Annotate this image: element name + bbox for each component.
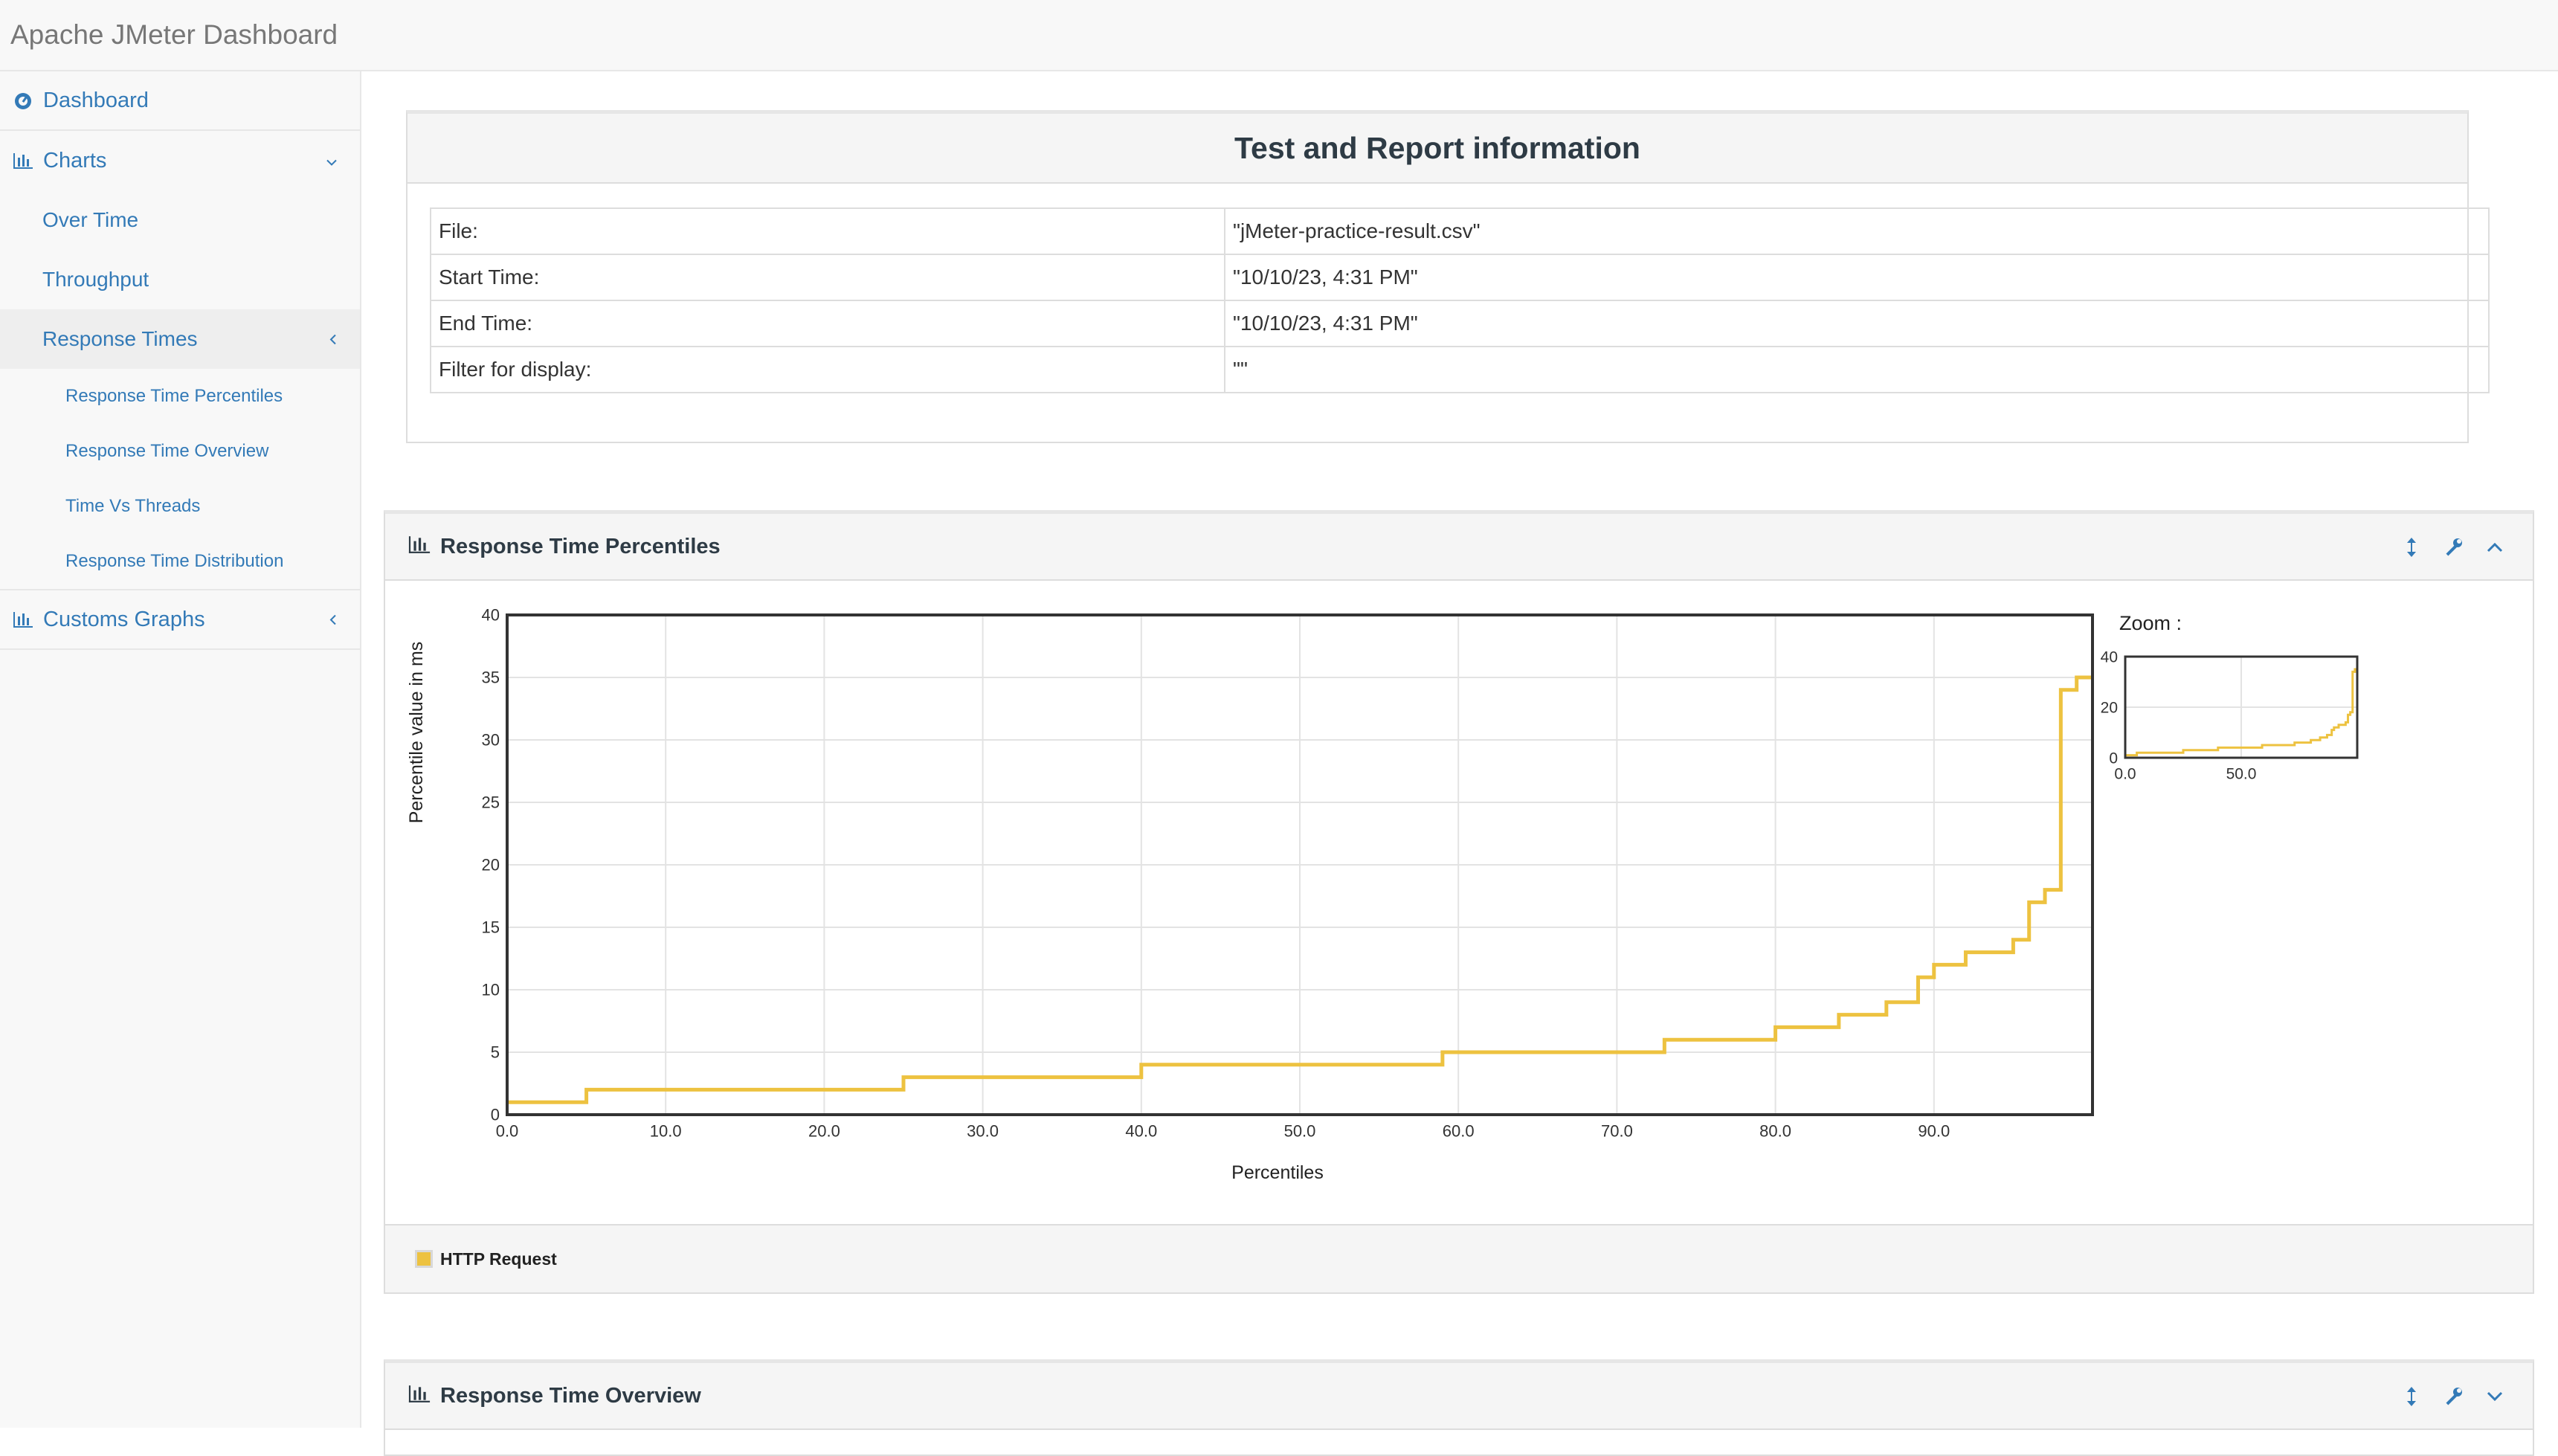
y-tick-label: 40 <box>482 606 500 625</box>
sidebar: Dashboard Charts Over Time Throughput Re… <box>0 71 361 1428</box>
bar-chart-icon <box>12 149 34 172</box>
x-tick-label: 30.0 <box>967 1122 999 1141</box>
x-tick-label: 60.0 <box>1443 1122 1475 1141</box>
panel-header: Response Time Overview <box>385 1363 2533 1430</box>
panel-tools <box>2400 514 2506 581</box>
sidebar-item-label: Customs Graphs <box>43 607 205 631</box>
chevron-down-icon <box>326 149 338 173</box>
sidebar-item-response-times[interactable]: Response Times <box>0 309 360 369</box>
zoom-series-line <box>2125 668 2357 757</box>
chart-legend: HTTP Request <box>385 1224 2533 1292</box>
panel-title: Response Time Percentiles <box>440 534 721 558</box>
sidebar-item-label: Time Vs Threads <box>65 496 201 516</box>
sidebar-item-charts[interactable]: Charts <box>0 131 360 190</box>
bar-chart-icon <box>407 1384 431 1408</box>
panel-title: Response Time Overview <box>440 1383 701 1408</box>
chevron-down-icon[interactable] <box>2484 1385 2506 1408</box>
table-row: File: "jMeter-practice-result.csv" <box>430 207 2490 255</box>
sidebar-item-label: Over Time <box>42 208 139 231</box>
chevron-left-icon <box>329 608 338 631</box>
y-tick-label: 5 <box>491 1043 500 1062</box>
info-value: "10/10/23, 4:31 PM" <box>1224 254 2490 301</box>
x-tick-label: 10.0 <box>650 1122 682 1141</box>
zoom-y-tick-label: 20 <box>2101 699 2118 716</box>
y-axis-label: Percentile value in ms <box>406 642 427 824</box>
bar-chart-icon <box>407 535 431 558</box>
zoom-y-tick-label: 40 <box>2101 648 2118 666</box>
wrench-icon[interactable] <box>2442 536 2464 558</box>
zoom-x-tick-label: 0.0 <box>2114 765 2136 782</box>
sidebar-item-label: Charts <box>43 148 107 173</box>
x-tick-label: 80.0 <box>1759 1122 1791 1141</box>
percentiles-chart[interactable]: Percentile value in ms Percentiles 0 5 10 1… <box>385 584 2095 1223</box>
legend-label[interactable]: HTTP Request <box>440 1249 557 1269</box>
main-content: Test and Report information File: "jMete… <box>363 71 2558 1456</box>
zoom-y-tick-label: 0 <box>2109 750 2118 767</box>
y-tick-label: 25 <box>482 793 500 812</box>
info-value: "" <box>1224 346 2490 393</box>
info-key: Start Time: <box>430 254 1225 301</box>
plot-frame <box>506 613 2094 1116</box>
sidebar-item-time-vs-threads[interactable]: Time Vs Threads <box>0 479 360 534</box>
info-panel-title: Test and Report information <box>407 114 2467 184</box>
table-row: Start Time: "10/10/23, 4:31 PM" <box>430 254 2490 301</box>
resize-vertical-icon[interactable] <box>2400 1385 2423 1408</box>
y-tick-label: 30 <box>482 731 500 750</box>
zoom-x-tick-label: 50.0 <box>2226 765 2257 782</box>
sidebar-item-label: Response Time Overview <box>65 441 269 461</box>
info-key: Filter for display: <box>430 346 1225 393</box>
y-tick-label: 0 <box>491 1106 500 1124</box>
sidebar-item-label: Response Time Percentiles <box>65 386 283 406</box>
panel-tools <box>2400 1363 2506 1430</box>
zoom-overview-chart[interactable]: 0 20 40 0.0 50.0 <box>2095 648 2408 796</box>
dashboard-icon <box>12 89 34 112</box>
app-title[interactable]: Apache JMeter Dashboard <box>10 19 338 50</box>
sidebar-item-label: Response Times <box>42 327 198 350</box>
sidebar-item-response-time-overview[interactable]: Response Time Overview <box>0 424 360 479</box>
sidebar-item-customs-graphs[interactable]: Customs Graphs <box>0 590 360 650</box>
response-time-overview-panel: Response Time Overview <box>384 1359 2534 1456</box>
info-key: End Time: <box>430 300 1225 347</box>
info-key: File: <box>430 207 1225 255</box>
x-tick-label: 50.0 <box>1284 1122 1316 1141</box>
top-navbar: Apache JMeter Dashboard <box>0 0 2558 71</box>
bar-chart-icon <box>12 608 34 631</box>
y-tick-label: 15 <box>482 918 500 937</box>
info-value: "10/10/23, 4:31 PM" <box>1224 300 2490 347</box>
resize-vertical-icon[interactable] <box>2400 536 2423 558</box>
info-value: "jMeter-practice-result.csv" <box>1224 207 2490 255</box>
sidebar-item-response-time-percentiles[interactable]: Response Time Percentiles <box>0 369 360 424</box>
x-tick-label: 90.0 <box>1918 1122 1950 1141</box>
chevron-up-icon[interactable] <box>2484 536 2506 558</box>
x-tick-label: 70.0 <box>1601 1122 1633 1141</box>
zoom-label: Zoom : <box>2119 612 2182 634</box>
x-axis-label: Percentiles <box>1231 1162 1324 1183</box>
sidebar-item-over-time[interactable]: Over Time <box>0 190 360 250</box>
x-tick-label: 0.0 <box>496 1122 519 1141</box>
sidebar-item-label: Throughput <box>42 268 149 291</box>
series-line-http-request <box>507 675 2093 1104</box>
y-tick-label: 10 <box>482 981 500 999</box>
response-time-percentiles-panel: Response Time Percentiles Percentile val… <box>384 510 2534 1294</box>
chevron-left-icon <box>329 328 338 351</box>
y-tick-label: 20 <box>482 856 500 874</box>
sidebar-item-label: Response Time Distribution <box>65 551 284 571</box>
charts-submenu: Over Time Throughput Response Times Resp… <box>0 190 360 590</box>
sidebar-item-dashboard[interactable]: Dashboard <box>0 71 360 131</box>
x-tick-label: 40.0 <box>1125 1122 1157 1141</box>
table-row: Filter for display: "" <box>430 346 2490 393</box>
y-tick-label: 35 <box>482 669 500 687</box>
x-tick-label: 20.0 <box>808 1122 840 1141</box>
info-table: File: "jMeter-practice-result.csv" Start… <box>430 207 2490 393</box>
legend-swatch <box>415 1250 433 1268</box>
sidebar-item-label: Dashboard <box>43 88 149 112</box>
wrench-icon[interactable] <box>2442 1385 2464 1408</box>
sidebar-item-throughput[interactable]: Throughput <box>0 250 360 309</box>
sidebar-item-response-time-distribution[interactable]: Response Time Distribution <box>0 534 360 589</box>
panel-header: Response Time Percentiles <box>385 514 2533 581</box>
test-report-info-panel: Test and Report information File: "jMete… <box>406 110 2490 443</box>
table-row: End Time: "10/10/23, 4:31 PM" <box>430 300 2490 347</box>
zoom-frame <box>2124 655 2359 759</box>
